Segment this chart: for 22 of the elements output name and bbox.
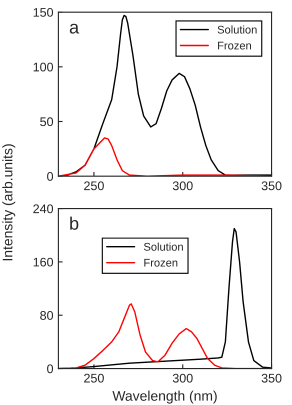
x-tick-label: 250 bbox=[84, 181, 104, 190]
y-axis-title: Intensity (arb.units) bbox=[2, 144, 16, 260]
x-tick-label: 300 bbox=[172, 374, 193, 383]
legend-label: Frozen bbox=[144, 258, 178, 267]
x-tick-label: 350 bbox=[262, 181, 282, 190]
y-tick-label: 0 bbox=[47, 364, 54, 374]
annotation: a bbox=[70, 24, 80, 34]
y-tick-label: 150 bbox=[34, 8, 54, 17]
y-tick-label: 100 bbox=[34, 62, 54, 72]
y-tick-label: 160 bbox=[34, 258, 54, 267]
y-tick-label: 0 bbox=[47, 172, 54, 181]
y-tick-label: 80 bbox=[40, 311, 54, 320]
y-tick-label: 50 bbox=[40, 117, 54, 126]
annotation: b bbox=[70, 216, 78, 230]
x-axis-title: Wavelength (nm) bbox=[112, 390, 217, 404]
legend-label: Solution bbox=[144, 242, 183, 251]
x-tick-label: 350 bbox=[262, 374, 282, 383]
y-tick-label: 240 bbox=[33, 204, 54, 214]
x-tick-label: 250 bbox=[84, 374, 104, 383]
legend-label: Solution bbox=[218, 25, 257, 34]
legend-label: Frozen bbox=[218, 42, 252, 50]
x-tick-label: 300 bbox=[172, 181, 193, 190]
